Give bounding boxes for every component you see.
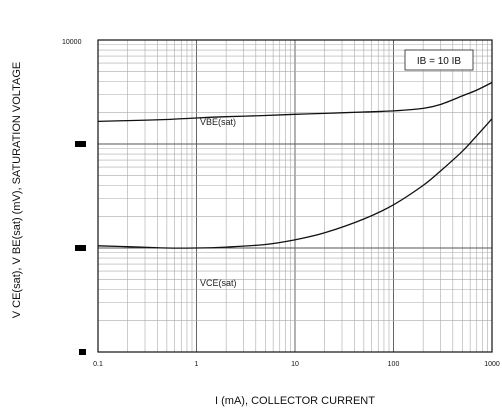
y-tick-marker <box>75 141 86 147</box>
grid <box>97 40 492 353</box>
x-tick-label: 10 <box>291 361 299 368</box>
x-tick-label: 0.1 <box>93 361 103 368</box>
annotation-vce-sat: VCE(sat) <box>200 278 237 288</box>
x-tick-label: 1000 <box>484 361 500 368</box>
x-axis-title: I (mA), COLLECTOR CURRENT <box>215 395 375 407</box>
legend-entry: IB = 10 IB <box>417 56 462 67</box>
y-tick-marker <box>75 245 86 251</box>
annotation-vbe-sat: VBE(sat) <box>200 117 236 127</box>
y-tick-marker <box>79 349 86 355</box>
y-axis-title: V CE(sat), V BE(sat) (mV), SATURATION VO… <box>11 62 23 319</box>
series-lines <box>97 81 493 249</box>
plot-frame <box>97 39 493 353</box>
y-tick-top: 10000 <box>62 39 82 46</box>
series-line <box>97 118 493 249</box>
series-line <box>97 81 493 123</box>
legend-box: IB = 10 IB <box>404 49 474 71</box>
y-axis-markers <box>75 141 86 355</box>
x-tick-labels: 0.1 1 10 100 1000 <box>93 361 500 368</box>
x-tick-label: 1 <box>195 361 199 368</box>
x-tick-label: 100 <box>388 361 400 368</box>
